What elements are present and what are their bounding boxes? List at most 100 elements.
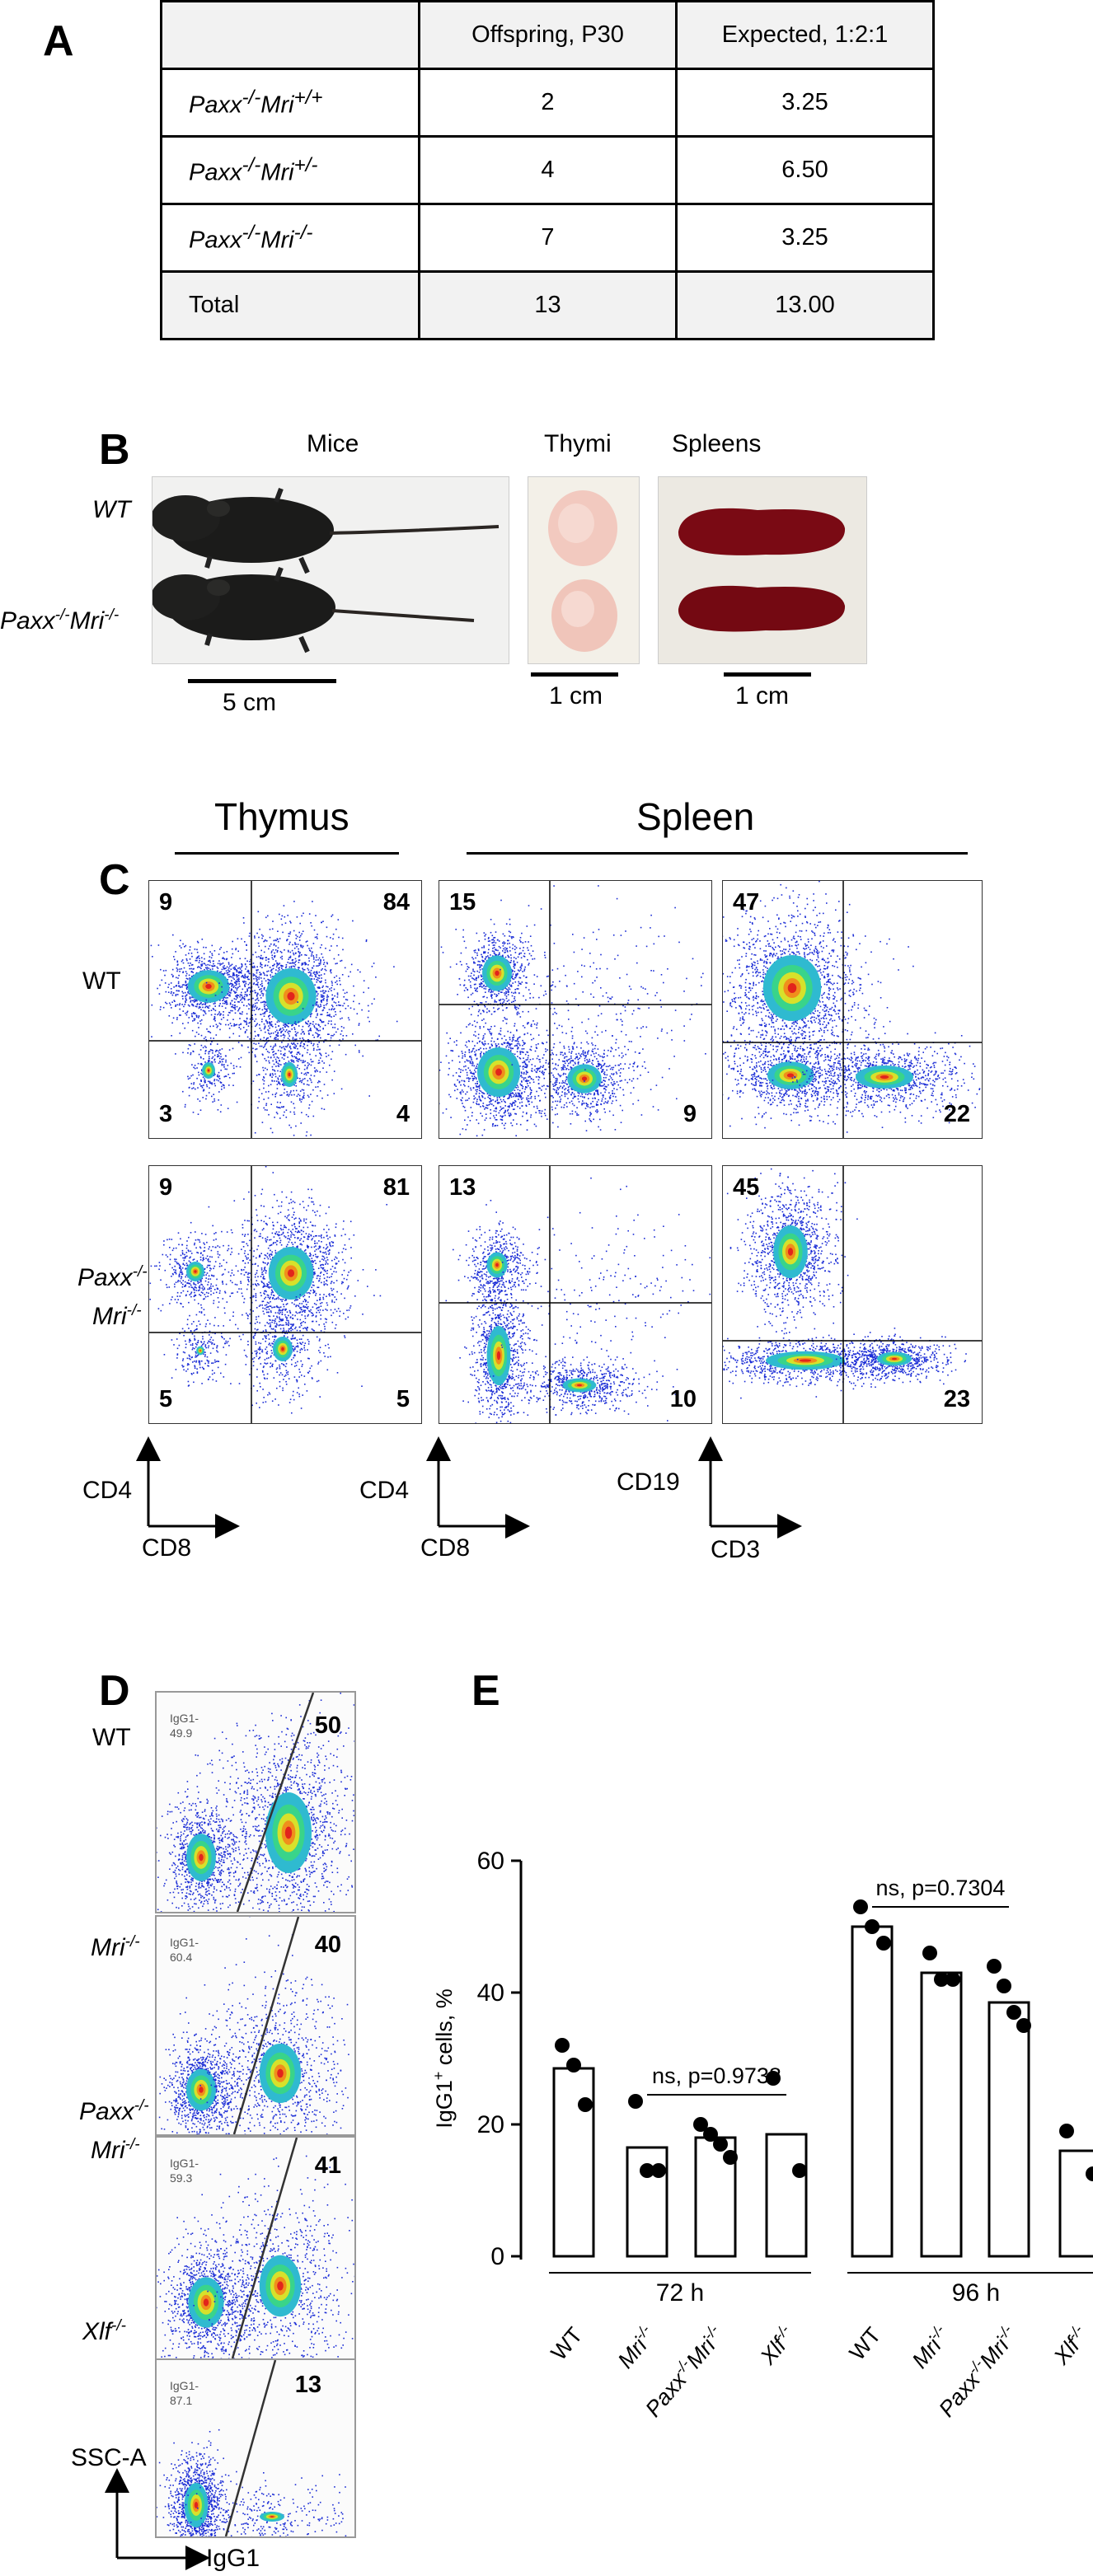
density-scatter [439,1166,711,1423]
quadrant-tr: 81 [383,1174,410,1201]
thymi-scale-bar [531,672,618,677]
genotype-table: Offspring, P30 Expected, 1:2:1 Paxx-/-Mr… [160,0,935,340]
genotype-cell: Paxx-/-Mri+/- [160,135,420,205]
total-expected: 13.00 [675,270,935,340]
d-row-label-4: Xlf-/- [82,2317,126,2346]
igg1-bar-chart: 0 20 40 60 IgG1+ cells, % 72 h 96 h ns, p=0.973… [430,1848,1093,2422]
quadrant-tr: 84 [383,889,410,916]
table-row: Paxx-/-Mri-/- 7 3.25 [160,203,935,273]
igg1-facs-plot-wt: IgG1- 49.9 50 [155,1691,356,1913]
quadrant-br: 9 [683,1101,697,1128]
igg1-facs-plot-paxx-mri: IgG1- 59.3 41 [155,2136,356,2360]
spleen-header-line [467,852,968,855]
mice-scale-bar [188,679,336,683]
panel-b-label: B [99,425,130,475]
quadrant-tl: 9 [159,889,172,916]
bar [1058,2149,1093,2258]
data-point [1016,2018,1031,2033]
data-point [640,2163,654,2178]
data-point [987,1959,1002,1974]
spleens-photo [658,476,867,664]
igg1-percent: 40 [315,1932,341,1959]
data-point [865,1919,880,1934]
gate-label: IgG1- 60.4 [170,1935,199,1965]
expected-cell: 6.50 [675,135,935,205]
thymi-scale-label: 1 cm [549,682,603,710]
genotype-cell: Paxx-/-Mri-/- [160,203,420,273]
bar [987,2001,1030,2258]
quadrant-tl: 15 [449,889,476,916]
c-row-label-wt: WT [82,967,121,995]
total-offspring: 13 [418,270,678,340]
c-axis-x-1: CD8 [142,1534,191,1562]
data-point [628,2094,643,2109]
d-axis-y: SSC-A [71,2444,147,2472]
group-label: 72 h [656,2279,704,2307]
facs-plot-mut-spleen-cd19: 45 23 [722,1165,983,1424]
table-row: Paxx-/-Mri+/- 4 6.50 [160,135,935,205]
spleen-header: Spleen [636,794,754,839]
igg1-facs-plot-xlf: IgG1- 87.1 13 [155,2358,356,2538]
significance-label: ns, p=0.9738 [652,2063,781,2088]
spleens-scale-bar [724,672,811,677]
c-axis-x-2: CD8 [420,1534,470,1562]
c-axis-y-1: CD4 [82,1477,132,1505]
table-header-expected: Expected, 1:2:1 [675,0,935,70]
d-row-label-2: Mri-/- [91,1933,140,1962]
facs-plot-wt-spleen-cd4: 15 9 [439,880,712,1139]
facs-plot-wt-spleen-cd19: 47 22 [722,880,983,1139]
offspring-cell: 7 [418,203,678,273]
y-axis-label: IgG1+ cells, % [430,1988,457,2129]
expected-cell: 3.25 [675,203,935,273]
data-point [1006,2005,1021,2020]
panel-d-label: D [99,1666,130,1716]
category-label: WT [845,2323,886,2365]
density-scatter [723,881,982,1138]
bar [920,1971,963,2258]
density-scatter [149,1166,421,1423]
gate-label: IgG1- 59.3 [170,2156,199,2185]
density-scatter [158,1917,349,2134]
data-point [693,2117,708,2132]
quadrant-br: 10 [670,1386,697,1413]
data-point [1086,2166,1093,2181]
category-label: Xlf-/- [1047,2321,1093,2370]
category-label: Paxx-/-Mri-/- [640,2321,729,2421]
facs-plot-mut-thymus: 9 81 5 5 [148,1165,422,1424]
d-axis-x: IgG1 [206,2545,260,2573]
y-tick-label: 60 [477,1848,504,1875]
gate-label: IgG1- 49.9 [170,1711,199,1740]
data-point [578,2097,593,2112]
data-point [997,1979,1011,1993]
density-scatter [157,2360,347,2536]
table-header-row: Offspring, P30 Expected, 1:2:1 [160,0,935,70]
density-scatter [439,881,711,1138]
facs-axis-indicators [136,1436,802,1539]
genotype-cell: Paxx-/-Mri+/+ [160,68,420,138]
table-header-offspring: Offspring, P30 [418,0,678,70]
total-label: Total [160,270,420,340]
y-tick-label: 40 [477,1979,504,2007]
quadrant-tl: 13 [449,1174,476,1201]
facs-plot-mut-spleen-cd4: 13 10 [439,1165,712,1424]
data-point [566,2058,581,2073]
data-point [651,2163,666,2178]
table-total-row: Total 13 13.00 [160,270,935,340]
quadrant-br: 5 [396,1386,410,1413]
category-label: Xlf-/- [753,2321,800,2370]
panel-e-label: E [471,1666,500,1716]
density-scatter [723,1166,982,1423]
row-label-wt: WT [92,496,131,524]
c-axis-y-3: CD19 [617,1468,680,1496]
data-point [945,1972,960,1987]
c-axis-x-3: CD3 [711,1536,760,1564]
mice-photo [151,476,509,664]
category-label: Mri-/- [612,2321,661,2372]
offspring-cell: 4 [418,135,678,205]
data-point [922,1946,937,1960]
mice-scale-label: 5 cm [223,689,276,717]
quadrant-tl: 9 [159,1174,172,1201]
data-point [713,2137,728,2152]
data-point [876,1936,891,1951]
y-tick-label: 0 [490,2243,504,2270]
